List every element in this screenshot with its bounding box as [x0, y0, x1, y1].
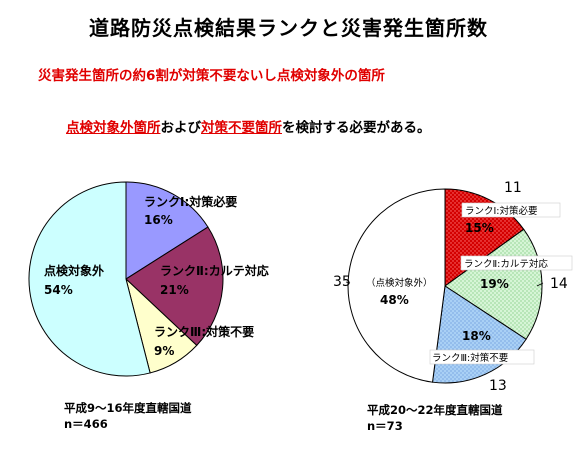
- slice-outside: [28, 181, 151, 377]
- slice-outside: [347, 188, 446, 383]
- slice-pct-rank1: 16%: [144, 213, 173, 227]
- lead-term-rank3: 対策不要箇所: [201, 120, 282, 136]
- caption-h20-22-period: 平成20～22年度直轄国道: [367, 403, 503, 417]
- slice-pct-rank2: 21%: [160, 283, 189, 297]
- slice-label-rank1: ランクⅠ:対策必要: [144, 194, 237, 209]
- pie-chart-h9-16: [28, 181, 224, 377]
- slice-label-outside: （点検対象外）: [366, 277, 433, 289]
- slice-rank1: [125, 181, 209, 280]
- slice-leader-outside: [345, 281, 351, 284]
- slice-label-bg-rank2: [460, 255, 573, 271]
- lead-connector: および: [160, 120, 202, 136]
- slice-count-rank1: 11: [504, 180, 522, 196]
- lead-term-outside: 点検対象外箇所: [66, 120, 161, 136]
- slice-label-rank3: ランクⅢ:対策不要: [154, 324, 254, 339]
- slice-count-rank3: 13: [489, 378, 507, 394]
- slice-count-outside: 35: [333, 274, 351, 290]
- slice-label-rank2: ランクⅡ:カルテ対応: [160, 263, 269, 278]
- slice-label-outside: 点検対象外: [44, 263, 104, 278]
- slice-pct-rank3: 9%: [154, 344, 174, 358]
- slice-label-bg-rank3: [429, 349, 535, 365]
- slice-pct-outside: 48%: [380, 293, 409, 307]
- caption-h9-16: 平成9～16年度直轄国道 n＝466: [64, 400, 192, 432]
- pie-labels: ランクⅠ:対策必要 16% ランクⅡ:カルテ対応 21% ランクⅢ:対策不要 9% 点検対象…: [44, 180, 573, 394]
- slice-pct-outside: 54%: [44, 283, 73, 297]
- caption-h20-22: 平成20～22年度直轄国道 n＝73: [367, 402, 503, 434]
- lead-statement: 災害発生箇所の約6割が対策不要ないし点検対象外の箇所: [38, 68, 385, 84]
- caption-h20-22-n: n＝73: [367, 419, 403, 433]
- slice-pct-rank3: 18%: [462, 329, 491, 343]
- slice-count-rank2: 14: [550, 276, 568, 292]
- lead-tail: を検討する必要がある。: [282, 120, 431, 136]
- slice-pct-rank2: 19%: [480, 277, 509, 291]
- slice-label-rank1: ランクⅠ:対策必要: [465, 205, 538, 217]
- slice-label-rank2: ランクⅡ:カルテ対応: [464, 258, 548, 270]
- slice-rank2: [125, 226, 224, 347]
- lead-recommendation: 点検対象外箇所および対策不要箇所を検討する必要がある。: [66, 116, 431, 136]
- caption-h9-16-n: n＝466: [64, 417, 108, 431]
- caption-h9-16-period: 平成9～16年度直轄国道: [64, 401, 192, 415]
- page-title: 道路防災点検結果ランクと災害発生箇所数: [89, 16, 488, 40]
- slice-pct-rank1: 15%: [465, 221, 494, 235]
- slice-label-bg-rank1: [461, 202, 561, 218]
- slice-label-rank3: ランクⅢ:対策不要: [432, 352, 508, 364]
- slice-leader-rank2: [536, 282, 544, 287]
